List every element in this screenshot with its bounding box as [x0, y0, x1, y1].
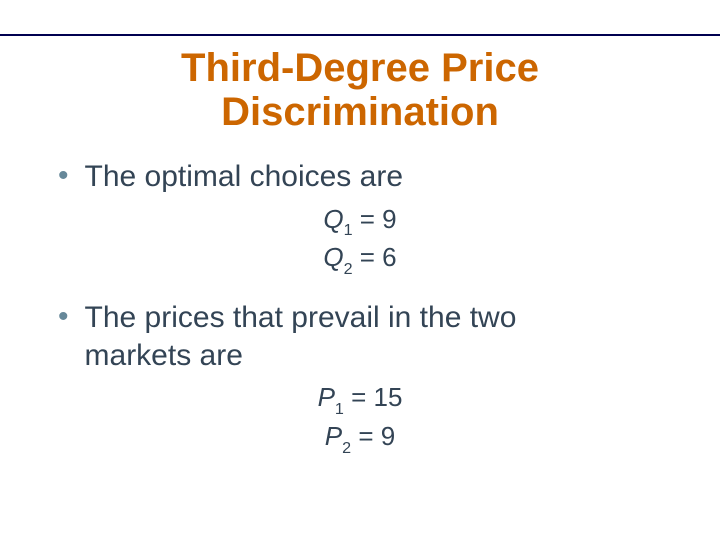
bullet-1-text: The optimal choices are [85, 158, 404, 196]
equation-q1: Q1 = 9 [50, 202, 670, 241]
equation-p2: P2 = 9 [50, 419, 670, 458]
decorative-banner [0, 0, 720, 36]
eq-var: Q [323, 204, 343, 234]
slide-title: Third-Degree Price Discrimination [50, 46, 670, 134]
eq-var: P [318, 382, 335, 412]
title-line-1: Third-Degree Price [181, 46, 539, 90]
bullet-2-line-1: The prices that prevail in the two [85, 301, 517, 334]
eq-var: P [325, 421, 342, 451]
equation-block-1: Q1 = 9 Q2 = 6 [50, 202, 670, 280]
equation-p1: P1 = 15 [50, 380, 670, 419]
bullet-2-text: The prices that prevail in the two marke… [85, 299, 517, 374]
bullet-2: • The prices that prevail in the two mar… [50, 299, 670, 374]
eq-rhs: = 15 [344, 382, 403, 412]
equation-q2: Q2 = 6 [50, 240, 670, 279]
eq-rhs: = 9 [353, 204, 397, 234]
bullet-2-line-2: markets are [85, 339, 243, 372]
eq-sub: 2 [342, 439, 351, 457]
eq-rhs: = 9 [351, 421, 395, 451]
eq-rhs: = 6 [353, 242, 397, 272]
eq-sub: 2 [344, 260, 353, 278]
bullet-dot-icon: • [58, 158, 69, 194]
title-line-2: Discrimination [221, 90, 499, 134]
slide-content: Third-Degree Price Discrimination • The … [0, 36, 720, 458]
eq-sub: 1 [344, 221, 353, 239]
eq-sub: 1 [335, 400, 344, 418]
bullet-dot-icon: • [58, 299, 69, 335]
bullet-1: • The optimal choices are [50, 158, 670, 196]
equation-block-2: P1 = 15 P2 = 9 [50, 380, 670, 458]
eq-var: Q [323, 242, 343, 272]
